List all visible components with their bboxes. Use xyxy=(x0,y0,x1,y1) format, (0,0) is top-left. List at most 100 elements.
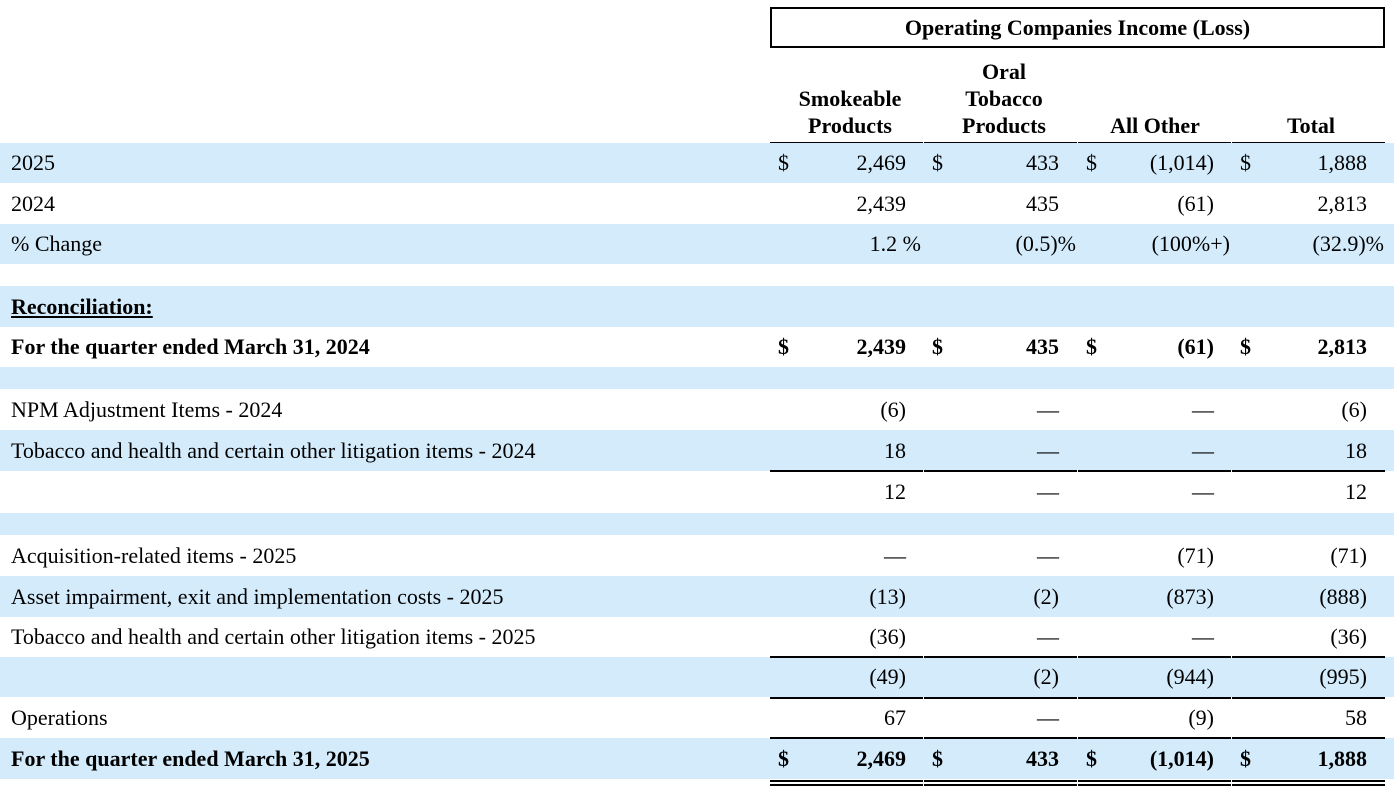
currency-symbol: $ xyxy=(778,746,789,771)
table-row: Asset impairment, exit and implementatio… xyxy=(0,576,1394,617)
value-total: (995) xyxy=(1319,664,1367,689)
row-label: Tobacco and health and certain other lit… xyxy=(11,624,536,649)
value-smokeable: — xyxy=(884,543,906,568)
table-row: NPM Adjustment Items - 2024 (6) — — (6) xyxy=(0,389,1394,430)
row-label: Acquisition-related items - 2025 xyxy=(11,543,297,568)
column-header-line: Oral xyxy=(982,59,1026,84)
value-total: 1,888 xyxy=(1317,746,1368,771)
double-rule xyxy=(1232,780,1385,782)
value-total: 2,813 xyxy=(1317,191,1368,216)
double-rule xyxy=(770,784,923,786)
currency-symbol: $ xyxy=(778,150,789,175)
value-all-other: — xyxy=(1192,397,1214,422)
row-label: Asset impairment, exit and implementatio… xyxy=(11,584,504,609)
value-smokeable: 2,439 xyxy=(856,191,907,216)
value-oral-tobacco: — xyxy=(1037,397,1059,422)
value-all-other: — xyxy=(1192,479,1214,504)
value-smokeable: 18 xyxy=(884,438,906,463)
row-label: Tobacco and health and certain other lit… xyxy=(11,438,536,463)
value-all-other: — xyxy=(1192,624,1214,649)
value-smokeable: (6) xyxy=(880,397,906,422)
row-label: % Change xyxy=(11,231,103,256)
row-label: For the quarter ended March 31, 2025 xyxy=(11,746,370,771)
double-rule xyxy=(1078,784,1231,786)
value-smokeable: 67 xyxy=(884,705,906,730)
subtotal-top-rule xyxy=(924,470,1077,472)
value-smokeable: (49) xyxy=(869,664,906,689)
double-rule xyxy=(1232,784,1385,786)
value-all-other: (1,014) xyxy=(1149,150,1214,175)
subtotal-top-rule xyxy=(770,470,923,472)
table-row: 2024 2,439 435 (61) 2,813 xyxy=(0,183,1394,224)
value-total: (888) xyxy=(1319,584,1367,609)
table-row: 2025 $2,469 $433 $ (1,014) $1,888 xyxy=(0,143,1394,183)
value-all-other: (100%+) xyxy=(1151,231,1230,256)
value-smokeable: 1.2 % xyxy=(869,231,921,256)
currency-symbol: $ xyxy=(1240,746,1251,771)
subtotal-top-rule xyxy=(770,737,923,739)
subtotal-top-rule xyxy=(1078,737,1231,739)
table-row: Acquisition-related items - 2025 — — (71) (7… xyxy=(0,535,1394,576)
currency-symbol: $ xyxy=(1086,150,1097,175)
group-header-title: Operating Companies Income (Loss) xyxy=(904,14,1251,40)
column-header-smokeable: Smokeable Products xyxy=(770,85,930,139)
value-total: (36) xyxy=(1330,624,1367,649)
subtotal-top-rule xyxy=(1078,656,1231,658)
value-all-other: (71) xyxy=(1177,543,1214,568)
value-smokeable: (13) xyxy=(869,584,906,609)
table-row: Operations 67 — (9) 58 xyxy=(0,697,1394,738)
table-row: For the quarter ended March 31, 2025 $2,4… xyxy=(0,738,1394,779)
column-header-line: Smokeable xyxy=(798,86,902,111)
value-total: 2,813 xyxy=(1317,334,1368,359)
value-smokeable: 12 xyxy=(884,479,906,504)
value-total: (32.9)% xyxy=(1312,231,1384,256)
value-total: 18 xyxy=(1345,438,1367,463)
row-label: Reconciliation: xyxy=(11,294,153,319)
value-oral-tobacco: — xyxy=(1037,624,1059,649)
table-row: (49) (2) (944) (995) xyxy=(0,657,1394,697)
value-all-other: (61) xyxy=(1177,334,1214,359)
table-row: For the quarter ended March 31, 2024 $2,4… xyxy=(0,327,1394,367)
value-total: 1,888 xyxy=(1317,150,1368,175)
currency-symbol: $ xyxy=(932,334,943,359)
value-oral-tobacco: (0.5)% xyxy=(1015,231,1076,256)
currency-symbol: $ xyxy=(1240,334,1251,359)
value-total: (6) xyxy=(1341,397,1367,422)
value-oral-tobacco: 435 xyxy=(1026,334,1059,359)
table-row xyxy=(0,513,1394,535)
table-row: 12 — — 12 xyxy=(0,471,1394,513)
double-rule xyxy=(924,780,1077,782)
table-row xyxy=(0,264,1394,286)
subtotal-top-rule xyxy=(1078,470,1231,472)
table-row: Tobacco and health and certain other lit… xyxy=(0,430,1394,471)
subtotal-top-rule xyxy=(924,737,1077,739)
group-header: Operating Companies Income (Loss) xyxy=(770,7,1385,48)
column-header-line: Tobacco xyxy=(965,86,1043,111)
value-oral-tobacco: 435 xyxy=(1026,191,1059,216)
column-header-line: Total xyxy=(1286,113,1336,138)
subtotal-top-rule xyxy=(924,656,1077,658)
currency-symbol: $ xyxy=(1240,150,1251,175)
value-smokeable: 2,469 xyxy=(856,746,907,771)
row-label: For the quarter ended March 31, 2024 xyxy=(11,334,370,359)
value-total: 12 xyxy=(1345,479,1367,504)
subtotal-bottom-rule xyxy=(1078,697,1231,699)
double-rule xyxy=(1078,780,1231,782)
row-label: NPM Adjustment Items - 2024 xyxy=(11,397,283,422)
value-smokeable: 2,469 xyxy=(856,150,907,175)
currency-symbol: $ xyxy=(932,746,943,771)
column-header-oral-tobacco: Oral Tobacco Products xyxy=(924,58,1084,139)
table-row: % Change 1.2 % (0.5)% (100%+) (32.9)% xyxy=(0,224,1394,264)
value-all-other: (9) xyxy=(1188,705,1214,730)
currency-symbol: $ xyxy=(932,150,943,175)
value-all-other: (61) xyxy=(1177,191,1214,216)
value-total: (71) xyxy=(1330,543,1367,568)
value-oral-tobacco: — xyxy=(1037,438,1059,463)
currency-symbol: $ xyxy=(1086,334,1097,359)
row-label: 2024 xyxy=(11,191,55,216)
value-oral-tobacco: — xyxy=(1037,543,1059,568)
subtotal-top-rule xyxy=(1232,470,1385,472)
table-row: Reconciliation: xyxy=(0,286,1394,327)
subtotal-top-rule xyxy=(770,656,923,658)
column-header-line: Products xyxy=(962,113,1046,138)
